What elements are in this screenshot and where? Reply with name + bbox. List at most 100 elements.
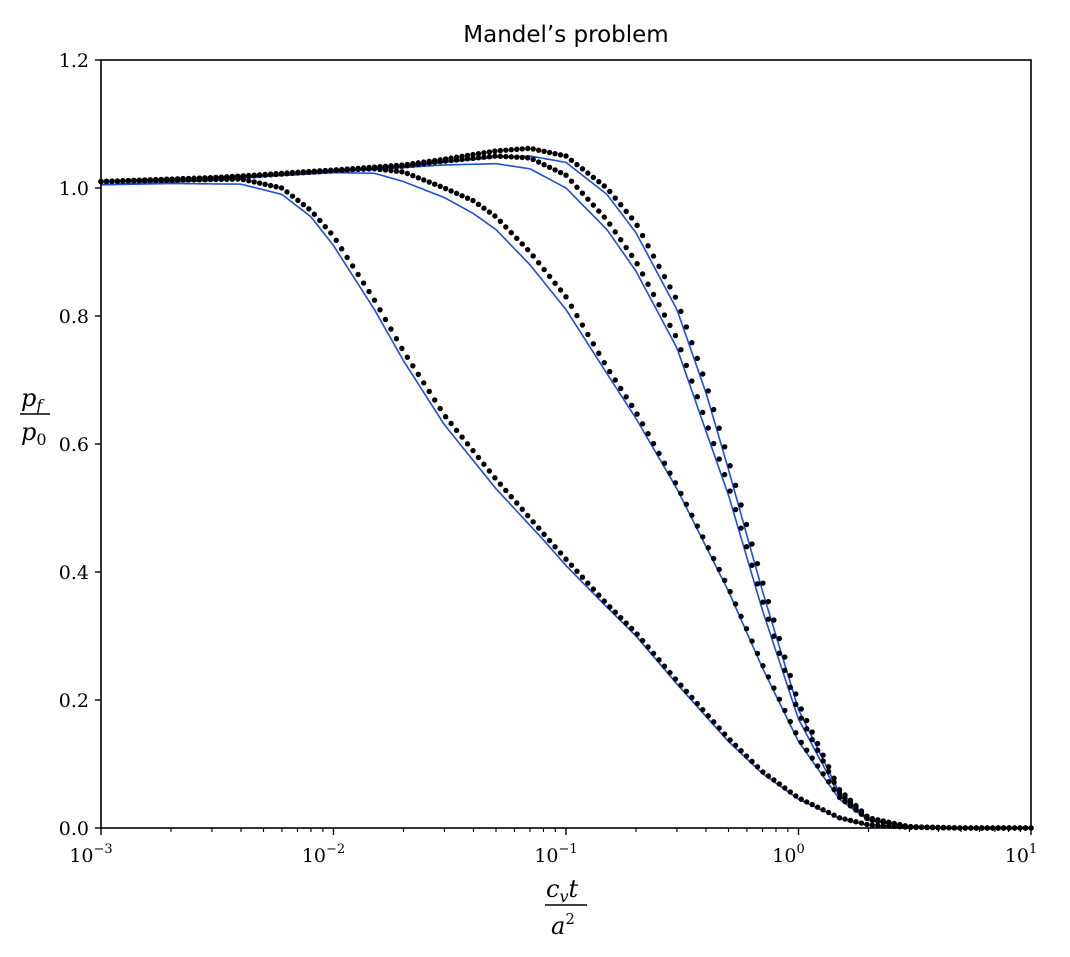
data-point [486,153,493,160]
data-point [721,577,728,584]
data-point [519,146,525,152]
data-point [607,188,613,195]
data-point [639,421,646,427]
data-point [519,241,525,247]
data-point [825,809,832,816]
data-point [875,822,881,829]
data-point [306,169,312,175]
data-point [738,613,744,620]
data-point [492,475,498,481]
x-tick-label: 101 [1005,842,1037,867]
data-point [607,368,613,375]
data-point [639,271,646,277]
data-point [508,154,514,160]
data-point [754,581,761,587]
data-point [683,324,690,330]
data-point [339,246,345,252]
data-point [667,669,673,676]
data-point [546,273,553,280]
data-point [366,288,372,295]
data-point [525,246,531,253]
data-point [793,730,799,736]
data-point [700,706,706,713]
y-tick-label: 0.6 [59,434,89,456]
data-point [886,819,892,825]
data-point [711,555,717,562]
data-point [317,217,323,224]
y-tick-label: 1.0 [59,178,89,200]
data-point [782,707,788,714]
y-axis-label: pf p0 [20,384,50,449]
data-point [618,201,624,208]
data-point [793,691,799,697]
data-point [289,170,296,176]
data-point [289,193,296,199]
data-point [574,184,580,190]
data-point [546,164,553,171]
data-point [771,685,777,691]
data-point [798,715,804,721]
data-point [612,609,618,615]
data-point [689,694,695,701]
data-point [525,155,531,161]
data-point [415,371,421,378]
data-point [328,230,334,236]
data-point [678,347,684,353]
data-point [470,447,476,454]
data-point [355,271,361,278]
data-point [661,273,668,280]
data-point [771,617,777,623]
data-point [721,471,728,478]
data-point [557,169,564,176]
data-point [552,167,558,173]
data-point [202,175,208,181]
data-point [207,175,214,181]
data-point [749,541,755,547]
data-point [349,263,356,269]
data-point [333,167,339,173]
data-point [153,177,159,183]
data-point [689,339,695,346]
data-point [776,650,783,656]
data-point [530,146,536,152]
data-point [481,461,487,467]
data-point [388,163,394,169]
data-point [727,488,733,494]
data-point [497,153,504,159]
data-point [448,420,454,427]
data-point [568,178,575,184]
data-point [645,243,651,249]
data-point [656,450,662,457]
data-point [492,153,498,159]
data-point [497,147,504,154]
data-point [628,252,635,259]
data-point [590,586,597,592]
data-point [448,155,454,161]
data-point [891,820,897,827]
data-point [426,388,432,395]
data-point [109,178,115,184]
data-point [388,326,394,332]
data-point [399,169,405,175]
data-point [426,179,432,185]
data-point [749,758,755,765]
data-point [847,797,854,803]
data-point [727,588,733,595]
data-point [689,378,695,384]
data-point [579,166,586,172]
data-point [339,166,345,173]
data-point [514,154,520,160]
data-point [601,183,607,189]
data-point [475,201,482,208]
data-point [814,763,821,769]
data-point [875,817,881,823]
data-point [382,163,389,169]
y-tick-label: 0.8 [59,306,89,328]
data-point [131,177,137,184]
data-point [918,824,925,830]
data-point [864,813,870,819]
data-point [825,764,832,770]
data-point [246,178,252,184]
data-point [311,168,318,175]
data-point [782,654,788,660]
